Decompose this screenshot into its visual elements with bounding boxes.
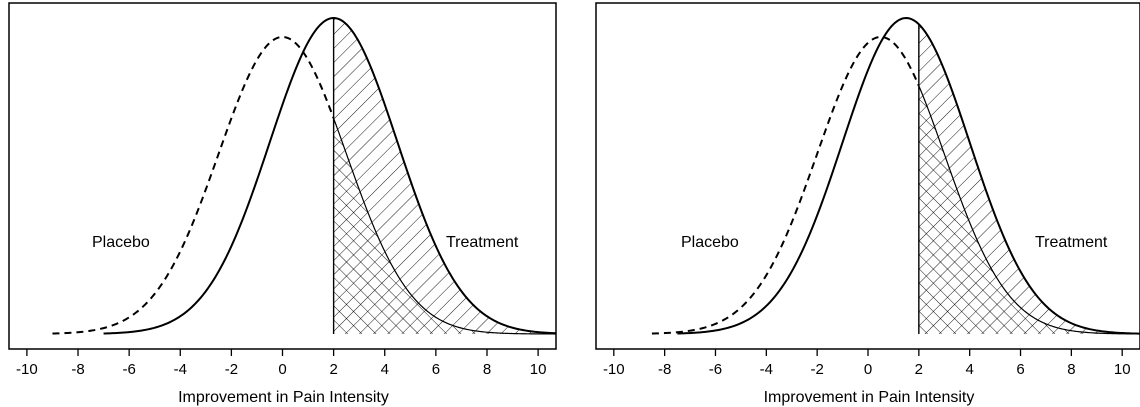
x-tick-label: -2 (225, 361, 238, 378)
plot-frame (595, 2, 1140, 350)
x-tick-label: -4 (174, 361, 187, 378)
x-tick-label: -6 (122, 361, 135, 378)
x-axis-title: Improvement in Pain Intensity (178, 389, 389, 406)
x-tick-label: 6 (432, 361, 440, 378)
placebo-cross-hatch-region (918, 85, 1140, 334)
x-tick-label: -4 (760, 361, 773, 378)
treatment-label: Treatment (446, 234, 519, 251)
series-line-treatment (677, 17, 1140, 335)
x-tick-label: 10 (530, 361, 547, 378)
placebo-cross-hatch-region (333, 118, 556, 334)
x-tick-label: 2 (329, 361, 337, 378)
treatment-label: Treatment (1035, 234, 1108, 251)
chart-panel-left: -10 -8 -6 -4 -2 0 2 4 6 8 10 Improvement in Pain In… (8, 2, 557, 406)
x-tick-label: -10 (16, 361, 38, 378)
placebo-label: Placebo (681, 234, 739, 251)
x-axis-title: Improvement in Pain Intensity (764, 389, 975, 406)
x-tick-label: 10 (1114, 361, 1131, 378)
placebo-tail-line (918, 85, 1140, 335)
x-tick-label: -8 (658, 361, 671, 378)
plot-frame (8, 2, 557, 350)
x-tick-label: 4 (381, 361, 389, 378)
placebo-tail-line (333, 118, 556, 335)
x-tick-label: 0 (278, 361, 286, 378)
x-tick-label: 4 (966, 361, 974, 378)
x-tick-label: 2 (915, 361, 923, 378)
series-line-treatment (103, 16, 557, 335)
x-tick-label: 6 (1016, 361, 1024, 378)
series-line-placebo (52, 35, 335, 335)
x-tick-label: 8 (483, 361, 491, 378)
treatment-hatch-region (333, 18, 556, 334)
x-tick-label: 0 (864, 361, 872, 378)
x-tick-label: -2 (810, 361, 823, 378)
x-tick-label: 8 (1067, 361, 1075, 378)
series-line-placebo (651, 35, 920, 335)
x-tick-label: -6 (709, 361, 722, 378)
x-tick-label: -8 (71, 361, 84, 378)
x-tick-label: -10 (603, 361, 625, 378)
chart-panel-right: -10 -8 -6 -4 -2 0 2 4 6 8 10 Improvement in Pain In… (595, 2, 1140, 406)
placebo-label: Placebo (92, 234, 150, 251)
